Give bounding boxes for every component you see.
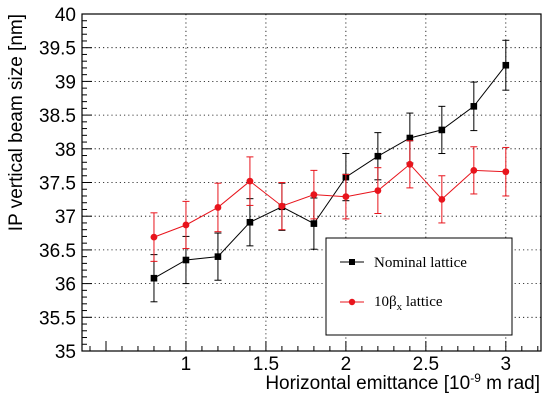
- axes: 1 1.5 2 2.5 3 35 35.5 36 36.5 37 37.5 38 38.5 39 39.5 4…: [39, 5, 539, 375]
- y-tick-label: 39: [55, 72, 76, 93]
- series-line: [153, 64, 507, 279]
- x-axis-title-main: Horizontal emittance [10: [265, 373, 470, 394]
- x-tick-label: 2: [341, 354, 352, 375]
- series-line: [153, 163, 506, 238]
- x-axis-title-exponent: -9: [470, 371, 481, 385]
- legend-marker-10bx: [348, 298, 356, 306]
- y-tick-label: 36.5: [39, 241, 76, 262]
- data-point: [438, 195, 446, 203]
- data-point: [214, 253, 222, 260]
- data-point: [374, 187, 382, 194]
- legend-label-nominal: Nominal lattice: [374, 255, 467, 271]
- data-point: [502, 168, 510, 176]
- data-point: [246, 177, 254, 185]
- x-tick-label: 1: [181, 354, 192, 375]
- data-point: [310, 191, 318, 199]
- y-tick-label: 35: [55, 342, 76, 363]
- data-point: [182, 221, 190, 229]
- data-point: [502, 61, 510, 69]
- data-point: [438, 126, 446, 134]
- x-axis-title-suffix: m rad]: [481, 373, 540, 394]
- data-series: [150, 39, 510, 303]
- y-tick-label: 37: [55, 207, 76, 228]
- data-point: [246, 218, 254, 226]
- data-point: [310, 220, 318, 227]
- y-tick-label: 39.5: [39, 39, 76, 60]
- y-tick-label: 40: [55, 5, 76, 26]
- data-point: [470, 103, 478, 110]
- y-tick-label: 37.5: [39, 174, 76, 195]
- data-point: [278, 202, 286, 210]
- y-axis-title: IP vertical beam size [nm]: [6, 14, 27, 231]
- data-point: [150, 274, 158, 282]
- legend-label-10bx-sub: x: [397, 301, 403, 313]
- data-point: [406, 134, 414, 142]
- y-tick-label: 38: [55, 140, 76, 161]
- legend: Nominal lattice 10βx lattice: [325, 237, 513, 336]
- x-axis-title: Horizontal emittance [10-9 m rad]: [265, 371, 540, 394]
- data-point: [374, 152, 382, 160]
- data-point: [182, 256, 190, 264]
- y-tick-label: 35.5: [39, 308, 76, 329]
- data-point: [406, 160, 414, 168]
- data-point: [150, 233, 158, 241]
- series-1: [150, 140, 510, 262]
- data-point: [342, 193, 350, 201]
- x-tick-label: 2.5: [413, 354, 439, 375]
- x-tick-label: 3: [501, 354, 512, 375]
- legend-label-10bx: 10βx lattice: [374, 294, 443, 313]
- x-tick-label: 1.5: [253, 354, 279, 375]
- y-tick-label: 38.5: [39, 106, 76, 127]
- legend-label-10bx-main: 10β: [374, 294, 397, 310]
- data-point: [214, 204, 222, 211]
- legend-marker-nominal: [349, 259, 355, 265]
- data-point: [470, 166, 478, 174]
- legend-box: [325, 237, 513, 336]
- legend-label-10bx-suffix: lattice: [402, 294, 443, 310]
- y-tick-label: 36: [55, 275, 76, 296]
